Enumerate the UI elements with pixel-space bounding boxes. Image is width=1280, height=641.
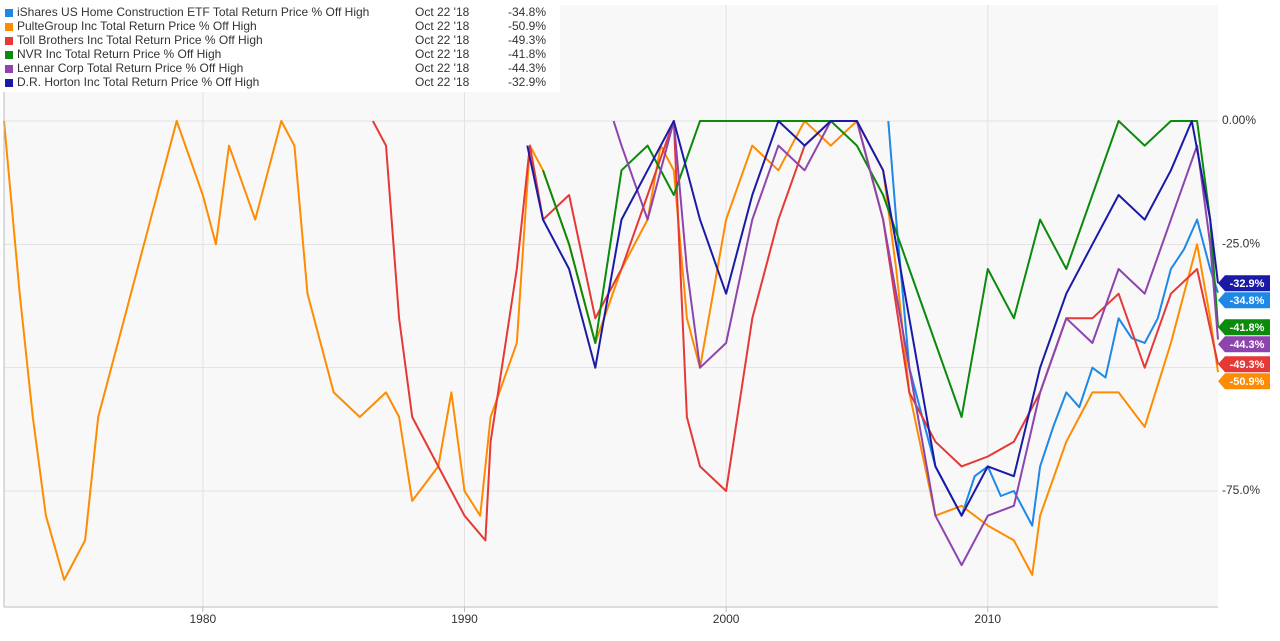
legend-label: Toll Brothers Inc Total Return Price % O… — [17, 33, 263, 47]
legend-date: Oct 22 '18 — [415, 19, 470, 33]
legend-label: PulteGroup Inc Total Return Price % Off … — [17, 19, 257, 33]
legend-value: -32.9% — [508, 75, 546, 89]
legend-swatch — [5, 23, 13, 31]
legend-value: -34.8% — [508, 5, 546, 19]
legend-swatch — [5, 9, 13, 17]
series-line — [612, 120, 1219, 567]
legend-value: -41.8% — [508, 47, 546, 61]
legend-value: -49.3% — [508, 33, 546, 47]
legend-swatch — [5, 65, 13, 73]
end-tags: -32.9% -34.8% -41.8% -44.3% -49.3% -50.9% — [1218, 275, 1270, 390]
end-tag-label: -50.9% — [1230, 376, 1265, 388]
legend: iShares US Home Construction ETF Total R… — [5, 5, 546, 89]
end-tag — [1218, 319, 1270, 336]
legend-box — [0, 5, 560, 92]
lines — [3, 120, 1219, 581]
end-tag-label: -32.9% — [1230, 278, 1265, 290]
y-tick-label: -25.0% — [1222, 236, 1260, 250]
legend-swatch — [5, 79, 13, 87]
legend-label: Lennar Corp Total Return Price % Off Hig… — [17, 61, 243, 75]
x-tick-label: 2010 — [974, 612, 1001, 626]
grid — [4, 5, 1218, 607]
legend-date: Oct 22 '18 — [415, 33, 470, 47]
legend-label: iShares US Home Construction ETF Total R… — [17, 5, 369, 19]
x-tick-label: 1990 — [451, 612, 478, 626]
end-tag-label: -41.8% — [1230, 322, 1265, 334]
legend-swatch — [5, 51, 13, 59]
legend-date: Oct 22 '18 — [415, 47, 470, 61]
legend-swatch — [5, 37, 13, 45]
end-tag-label: -49.3% — [1230, 359, 1265, 371]
x-tick-label: 1980 — [189, 612, 216, 626]
end-tag-label: -44.3% — [1230, 339, 1265, 351]
y-tick-label: 0.00% — [1222, 113, 1256, 127]
end-tag — [1218, 356, 1270, 373]
end-tag — [1218, 292, 1270, 309]
end-tag — [1218, 373, 1270, 390]
y-tick-label: -75.0% — [1222, 483, 1260, 497]
legend-value: -50.9% — [508, 19, 546, 33]
end-tag — [1218, 275, 1270, 292]
legend-date: Oct 22 '18 — [415, 5, 470, 19]
x-tick-label: 2000 — [713, 612, 740, 626]
legend-label: NVR Inc Total Return Price % Off High — [17, 47, 221, 61]
legend-label: D.R. Horton Inc Total Return Price % Off… — [17, 75, 259, 89]
end-tag — [1218, 336, 1270, 353]
series-line — [526, 120, 1219, 517]
end-tag-label: -34.8% — [1230, 295, 1265, 307]
legend-value: -44.3% — [508, 61, 546, 75]
plot-area — [4, 5, 1218, 607]
legend-date: Oct 22 '18 — [415, 61, 470, 75]
legend-date: Oct 22 '18 — [415, 75, 470, 89]
